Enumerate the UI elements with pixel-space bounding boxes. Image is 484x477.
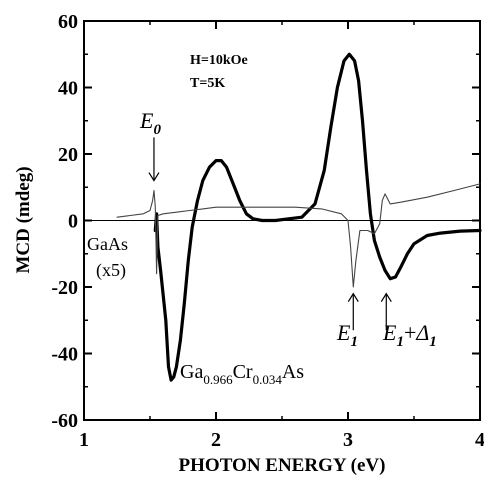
x-tick-label: 1	[79, 429, 89, 451]
e0-arrow-head	[148, 172, 160, 182]
x-axis-label: PHOTON ENERGY (eV)	[179, 455, 386, 476]
y-tick-label: -40	[51, 344, 78, 366]
e1-delta1-arrow-head	[380, 292, 392, 302]
y-tick-label: 0	[68, 211, 78, 233]
x-tick-label: 4	[475, 429, 484, 451]
x-tick-label: 2	[211, 429, 221, 451]
gaas-label: GaAs	[87, 234, 128, 254]
curves	[116, 52, 482, 382]
y-tick-label: -20	[51, 277, 78, 299]
e1-delta1-label: E1+Δ1	[382, 320, 437, 350]
y-tick-label: -60	[51, 410, 78, 432]
ticks: 1 2 3 4 60 40 20 0 -20 -40 -60	[51, 11, 484, 451]
condition-field: H=10kOe	[190, 53, 248, 68]
e0-label: E0	[139, 108, 161, 138]
e1-arrow-head	[347, 292, 359, 302]
y-axis-label: MCD (mdeg)	[13, 166, 34, 273]
series-gaas-line	[116, 183, 481, 288]
y-tick-label: 60	[58, 11, 78, 33]
series-gacras-line	[153, 52, 482, 382]
gaas-scale-label: (x5)	[96, 260, 126, 281]
annotation-arrows	[148, 137, 392, 331]
condition-temperature: T=5K	[190, 76, 225, 91]
y-tick-label: 20	[58, 144, 78, 166]
e1-label: E1	[336, 320, 358, 350]
x-tick-label: 3	[343, 429, 353, 451]
compound-label: Ga0.966Cr0.034As	[180, 361, 304, 387]
y-tick-label: 40	[58, 78, 78, 100]
